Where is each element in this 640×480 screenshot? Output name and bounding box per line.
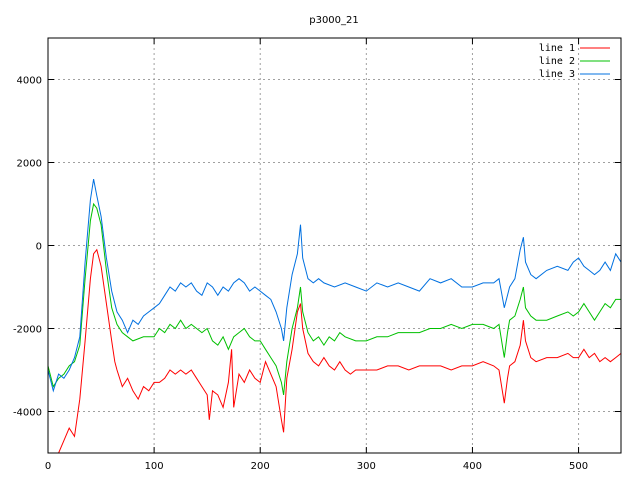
- x-tick-label: 100: [145, 461, 164, 472]
- x-tick-label: 500: [569, 461, 588, 472]
- y-tick-label: -2000: [13, 325, 42, 336]
- legend-label: line 3: [539, 69, 575, 80]
- legend: line 1 line 2 line 3: [539, 43, 610, 80]
- legend-label: line 1: [539, 43, 575, 54]
- series-line-1: [48, 248, 621, 453]
- x-tick-label: 0: [45, 461, 51, 472]
- series-line-2: [48, 202, 621, 395]
- legend-label: line 2: [539, 56, 575, 67]
- y-tick-label: 0: [36, 242, 42, 253]
- chart-title: p3000_21: [309, 15, 359, 26]
- series-group: [48, 179, 621, 453]
- y-tick-label: 2000: [17, 159, 42, 170]
- x-tick-label: 200: [251, 461, 270, 472]
- x-tick-label: 300: [357, 461, 376, 472]
- series-line-3: [48, 179, 621, 393]
- grid: [48, 38, 621, 453]
- y-tick-label: 4000: [17, 76, 42, 87]
- y-tick-label: -4000: [13, 408, 42, 419]
- x-tick-label: 400: [463, 461, 482, 472]
- x-axis-ticks: 0 100 200 300 400 500: [45, 38, 588, 472]
- y-axis-ticks: -4000 -2000 0 2000 4000: [13, 76, 621, 419]
